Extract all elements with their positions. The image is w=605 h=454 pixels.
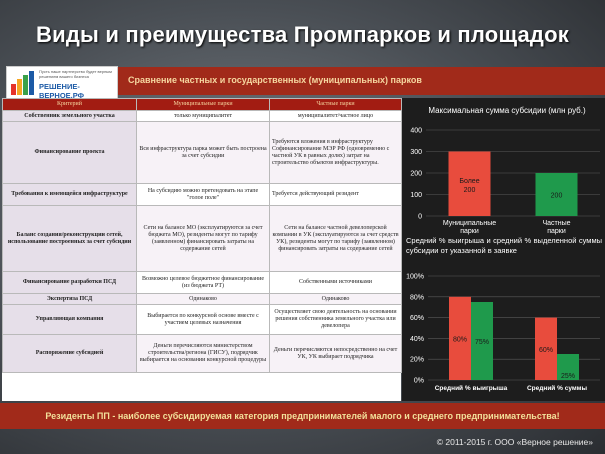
data-label: 75% [475, 339, 489, 346]
bar [535, 173, 578, 216]
x-tick-label: парки [547, 228, 566, 235]
chart2-title: Средний % выигрыша и средний % выделенно… [406, 236, 602, 255]
y-tick-label: 60% [410, 315, 424, 322]
footer-bar: Резиденты ПП - наиболее субсидируемая ка… [0, 403, 605, 429]
bar [535, 317, 557, 380]
row-criterion: Требования к имеющейся инфраструктуре [2, 183, 137, 206]
win-percent-chart: 0% 20% 40% 60% 80% 100% 80% 75% Средний % выигры… [406, 274, 600, 392]
x-tick-label: Средний % суммы [527, 384, 587, 392]
row-municipal: Одинаково [136, 293, 270, 305]
table-row: Требования к имеющейся инфраструктуре На… [2, 183, 402, 206]
copyright: © 2011-2015 г. ООО «Верное решение» [436, 437, 593, 447]
bar [448, 151, 491, 216]
row-criterion: Баланс создания/реконструкции сетей, исп… [2, 205, 137, 272]
row-private: Сети на балансе частной девелоперской ко… [269, 205, 402, 272]
header-criterion: Критерий [2, 98, 137, 111]
x-tick-label: Муниципальные [443, 220, 496, 227]
y-tick-label: 300 [410, 149, 422, 156]
y-tick-label: 0% [414, 378, 424, 385]
row-private: муниципалитет/частное лицо [269, 110, 402, 122]
header-private: Частные парки [269, 98, 402, 111]
data-label: 200 [551, 193, 563, 200]
row-private: Одинаково [269, 293, 402, 305]
y-tick-label: 0 [418, 214, 422, 221]
table-row: Экспертиза ПСД Одинаково Одинаково [2, 293, 402, 305]
bar [471, 302, 493, 380]
y-tick-label: 200 [410, 171, 422, 178]
data-label: 25% [561, 373, 575, 380]
row-municipal: Выбирается по конкурсной основе вместе с… [136, 304, 270, 335]
chart1-title: Максимальная сумма субсидии (млн руб.) [428, 106, 586, 115]
bar [449, 296, 471, 380]
logo-mark-icon [11, 71, 34, 95]
slide-title: Виды и преимущества Промпарков и площадо… [36, 22, 569, 47]
data-label: Более [459, 178, 479, 185]
x-tick-label: Средний % выигрыша [435, 384, 508, 392]
subtitle-bar: Сравнение частных и государственных (мун… [118, 67, 605, 95]
row-private: Деньги перечисляются непосредственно на … [269, 334, 402, 373]
row-criterion: Управляющая компания [2, 304, 137, 335]
charts-panel: Максимальная сумма субсидии (млн руб.) 0… [402, 98, 605, 401]
row-municipal: только муниципалитет [136, 110, 270, 122]
row-private: Собственными источниками [269, 271, 402, 294]
y-tick-label: 400 [410, 128, 422, 135]
row-criterion: Распоряжение субсидией [2, 334, 137, 373]
row-criterion: Собственник земельного участка [2, 110, 137, 122]
data-label: 80% [453, 336, 467, 343]
x-tick-label: парки [460, 228, 479, 235]
table-row: Собственник земельного участка только му… [2, 110, 402, 122]
row-municipal: На субсидию можно претендовать на этапе … [136, 183, 270, 206]
y-tick-label: 20% [410, 357, 424, 364]
logo-name: РЕШЕНИЕ-ВЕРНОЕ.РФ [39, 82, 85, 100]
row-private: Осуществляет свою деятельность на основа… [269, 304, 402, 335]
table-row: Распоряжение субсидией Деньги перечисляю… [2, 334, 402, 373]
table-row: Финансирование разработки ПСД Возможно ц… [2, 271, 402, 294]
row-private: Требуется действующий резидент [269, 183, 402, 206]
table-row: Финансирование проекта Вся инфраструктур… [2, 121, 402, 184]
logo: Пусть наше партнерство будет верным реше… [6, 66, 118, 100]
x-tick-label: Частные [542, 220, 570, 227]
row-criterion: Финансирование разработки ПСД [2, 271, 137, 294]
row-municipal: Вся инфраструктура парка может быть пост… [136, 121, 270, 184]
table-row: Управляющая компания Выбирается по конку… [2, 304, 402, 335]
header-municipal: Муниципальные парки [136, 98, 270, 111]
y-tick-label: 40% [410, 336, 424, 343]
y-tick-label: 100% [406, 274, 424, 281]
row-private: Требуются вложения в инфраструктуру Софи… [269, 121, 402, 184]
y-tick-label: 80% [410, 294, 424, 301]
row-municipal: Деньги перечисляются министерством строи… [136, 334, 270, 373]
data-label: 60% [539, 347, 553, 354]
subsidy-amount-chart: 0100200300400Более200Муниципальныепарки2… [410, 128, 600, 235]
row-municipal: Сети на балансе МО (эксплуатируются за с… [136, 205, 270, 272]
table-row: Баланс создания/реконструкции сетей, исп… [2, 205, 402, 272]
row-criterion: Финансирование проекта [2, 121, 137, 184]
logo-tagline: Пусть наше партнерство будет верным реше… [39, 69, 112, 79]
data-label: 200 [464, 187, 476, 194]
row-criterion: Экспертиза ПСД [2, 293, 137, 305]
comparison-table: Критерий Муниципальные парки Частные пар… [2, 98, 402, 401]
row-municipal: Возможно целевое бюджетное финансировани… [136, 271, 270, 294]
y-tick-label: 100 [410, 192, 422, 199]
bar [557, 354, 579, 380]
